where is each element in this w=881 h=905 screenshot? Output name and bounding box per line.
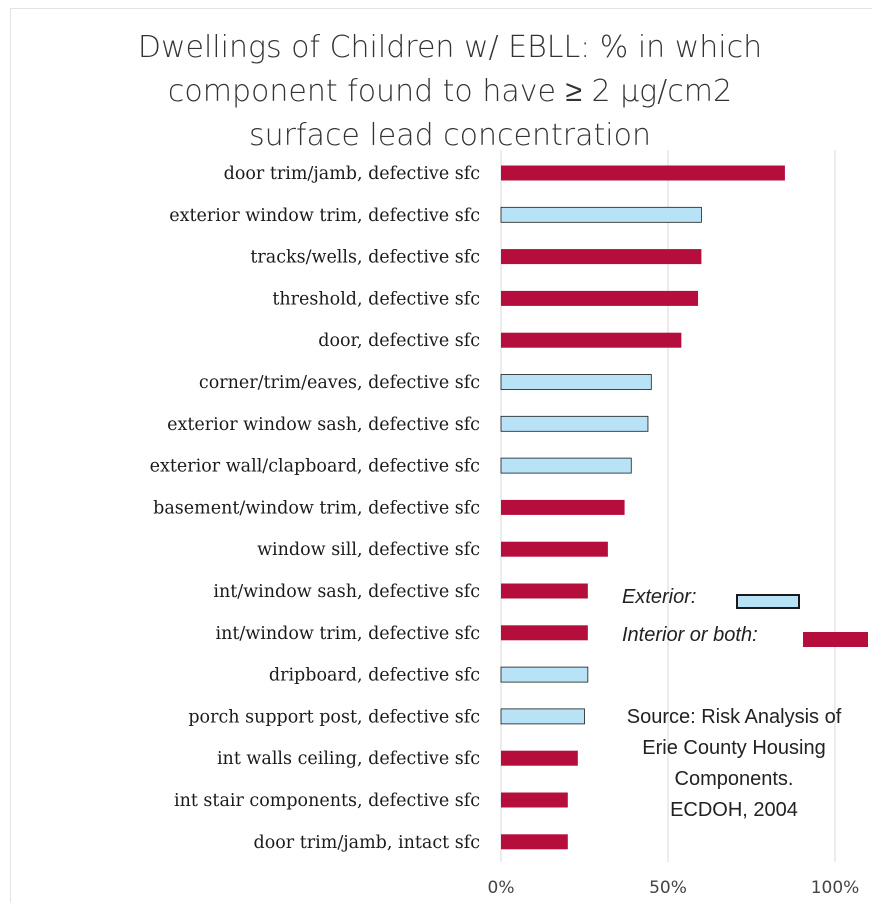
chart-frame: [10, 8, 872, 903]
bar: [500, 206, 702, 223]
source-annotation-line: Erie County Housing: [642, 737, 826, 759]
bar: [501, 165, 785, 181]
source-annotation-line: ECDOH, 2004: [670, 799, 798, 821]
bar: [501, 583, 588, 599]
category-label: int walls ceiling, defective sfc: [217, 749, 480, 769]
bar: [500, 457, 632, 474]
category-label: corner/trim/eaves, defective sfc: [199, 373, 480, 393]
legend: Exterior: Interior or both:: [622, 586, 872, 656]
chart-title: Dwellings of Children w/ EBLL: % in whic…: [60, 26, 840, 158]
bar: [500, 415, 649, 432]
x-tick-label: 50%: [649, 878, 687, 898]
bar: [501, 625, 588, 641]
category-label: window sill, defective sfc: [257, 540, 480, 560]
x-tick-label: 0%: [488, 878, 515, 898]
category-label: door trim/jamb, defective sfc: [224, 164, 480, 184]
category-label: int stair components, defective sfc: [174, 791, 480, 811]
category-label: int/window trim, defective sfc: [215, 624, 480, 644]
bar: [500, 708, 585, 725]
x-tick-label: 100%: [811, 878, 860, 898]
category-label: exterior window sash, defective sfc: [167, 415, 480, 435]
legend-label-interior: Interior or both:: [622, 624, 758, 646]
source-annotation-line: Components.: [674, 768, 794, 790]
chart-title-line: surface lead concentration: [249, 118, 651, 153]
legend-entry-interior: Interior or both:: [622, 624, 872, 654]
legend-swatch-interior: [803, 632, 868, 647]
chart-title-line: Dwellings of Children w/ EBLL: % in whic…: [137, 30, 763, 65]
category-label: door trim/jamb, intact sfc: [254, 833, 480, 853]
bar: [501, 541, 608, 557]
category-label: exterior window trim, defective sfc: [169, 206, 480, 226]
category-label: threshold, defective sfc: [272, 289, 480, 309]
bar: [501, 332, 682, 348]
bar: [501, 750, 578, 766]
bar: [501, 792, 568, 808]
category-label: dripboard, defective sfc: [269, 666, 480, 686]
category-label: basement/window trim, defective sfc: [153, 498, 480, 518]
bar: [501, 249, 702, 265]
bar: [501, 834, 568, 850]
bar: [500, 374, 652, 390]
category-label: door, defective sfc: [318, 331, 480, 351]
source-annotation: Source: Risk Analysis of Erie County Hou…: [602, 702, 866, 826]
legend-label-exterior: Exterior:: [622, 586, 697, 608]
category-label: porch support post, defective sfc: [188, 707, 480, 727]
legend-swatch-exterior: [736, 594, 800, 609]
bar: [500, 666, 589, 683]
category-label: exterior wall/clapboard, defective sfc: [150, 457, 480, 477]
chart-title-line: component found to have ≥ 2 µg/cm2: [167, 74, 733, 109]
category-label: int/window sash, defective sfc: [213, 582, 480, 602]
source-annotation-line: Source: Risk Analysis of: [626, 706, 842, 728]
bar: [501, 499, 625, 515]
bar: [501, 290, 699, 306]
legend-entry-exterior: Exterior:: [622, 586, 872, 616]
category-label: tracks/wells, defective sfc: [250, 248, 480, 268]
